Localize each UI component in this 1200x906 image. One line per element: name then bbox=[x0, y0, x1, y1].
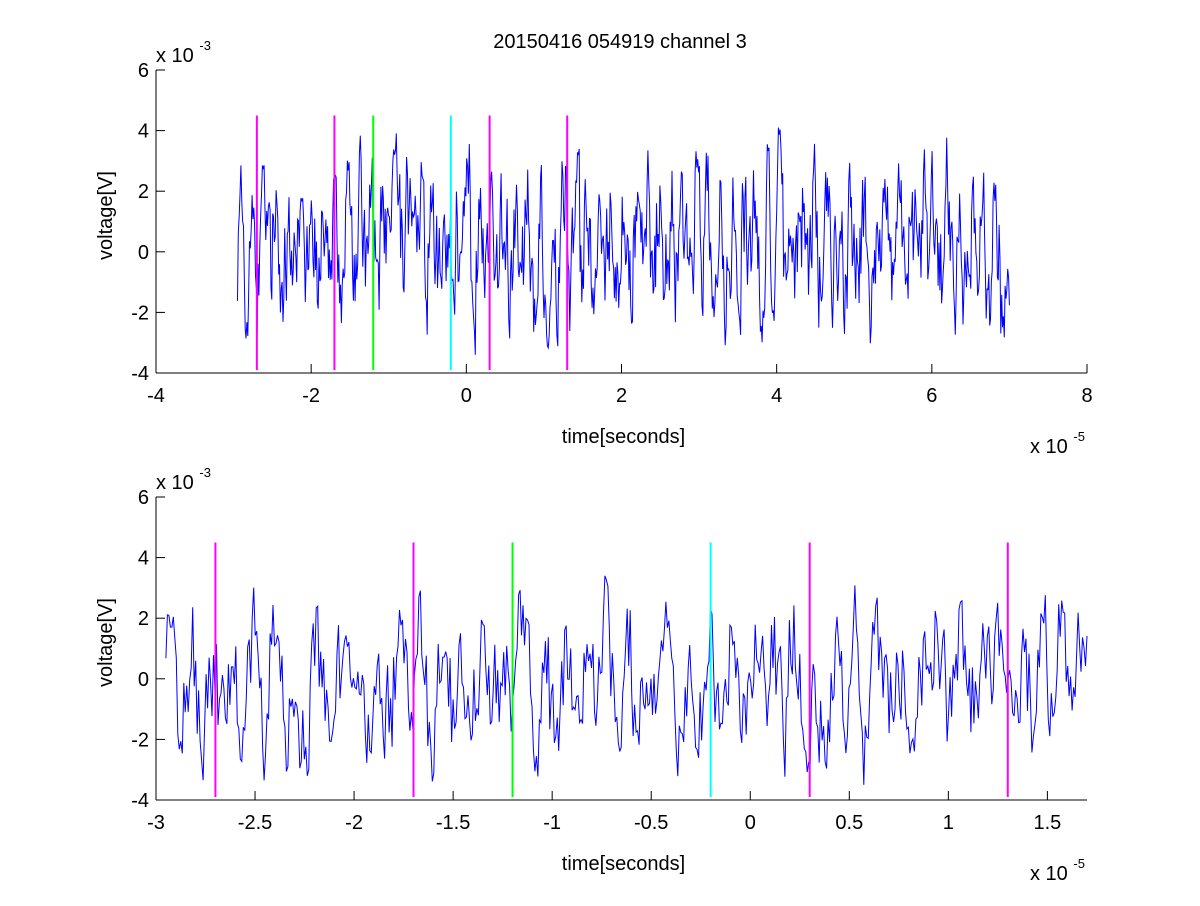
y-exponent-label: x 10 -3 bbox=[156, 38, 211, 67]
y-tick-label: 0 bbox=[138, 669, 149, 691]
x-tick-label: 8 bbox=[1081, 385, 1092, 407]
y-tick-label: -2 bbox=[131, 729, 149, 751]
y-tick-label: 6 bbox=[138, 60, 149, 82]
x-tick-label: -2 bbox=[345, 812, 363, 834]
y-tick-label: 2 bbox=[138, 181, 149, 203]
top-axes: -4 -2 0 2 4 6 8 -4 -2 0 2 4 6 time[seconds] voltage[V]… bbox=[95, 38, 1093, 458]
x-tick-label: 2 bbox=[616, 385, 627, 407]
x-tick-label: -1.5 bbox=[436, 812, 470, 834]
y-tick-label: 4 bbox=[138, 548, 149, 570]
y-tick-label: 6 bbox=[138, 487, 149, 509]
x-tick-label: 1 bbox=[943, 812, 954, 834]
x-axis-label: time[seconds] bbox=[562, 853, 685, 875]
x-tick-label: -2 bbox=[302, 385, 320, 407]
x-tick-label: 4 bbox=[771, 385, 782, 407]
x-tick-label: 1.5 bbox=[1033, 812, 1061, 834]
y-tick-label: -2 bbox=[131, 302, 149, 324]
y-exponent-label: x 10 -3 bbox=[156, 465, 211, 494]
y-tick-label: 4 bbox=[138, 121, 149, 143]
y-axis-label: voltage[V] bbox=[95, 171, 117, 260]
x-tick-label: -0.5 bbox=[634, 812, 668, 834]
x-exponent-label: x 10 -5 bbox=[1030, 856, 1085, 885]
x-exponent-label: x 10 -5 bbox=[1030, 429, 1085, 458]
y-tick-label: 0 bbox=[138, 242, 149, 264]
bottom-axes: -3 -2.5 -2 -1.5 -1 -0.5 0 0.5 1 1.5 -4 -2 0 2 4 6 time[s… bbox=[95, 465, 1088, 885]
signal-line bbox=[237, 127, 1010, 355]
x-tick-label: 0.5 bbox=[835, 812, 863, 834]
x-tick-label: -4 bbox=[147, 385, 165, 407]
figure-title: 20150416 054919 channel 3 bbox=[493, 31, 747, 53]
y-tick-label: -4 bbox=[131, 363, 149, 385]
y-axis-label: voltage[V] bbox=[95, 598, 117, 687]
y-tick-label: 2 bbox=[138, 608, 149, 630]
x-axis-label: time[seconds] bbox=[562, 426, 685, 448]
x-tick-label: 0 bbox=[745, 812, 756, 834]
x-tick-label: 0 bbox=[461, 385, 472, 407]
x-tick-label: -1 bbox=[543, 812, 561, 834]
x-tick-label: 6 bbox=[926, 385, 937, 407]
x-tick-label: -3 bbox=[147, 812, 165, 834]
y-tick-label: -4 bbox=[131, 790, 149, 812]
x-tick-label: -2.5 bbox=[238, 812, 272, 834]
signal-line bbox=[165, 575, 1088, 785]
